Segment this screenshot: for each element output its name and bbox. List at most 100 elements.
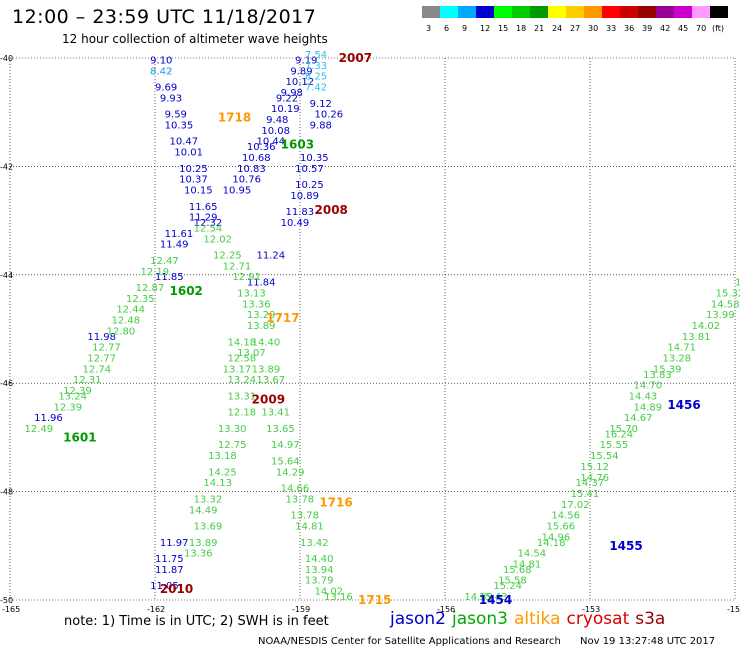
- swh-value: 13.69: [194, 522, 223, 533]
- colorbar-label: (ft): [712, 24, 724, 33]
- colorbar-swatch: [584, 6, 602, 18]
- colorbar-swatch: [548, 6, 566, 18]
- colorbar-swatch: [638, 6, 656, 18]
- swh-value: 11.24: [257, 251, 286, 262]
- swh-value: 11.49: [160, 240, 189, 251]
- swh-value: 10.49: [281, 218, 310, 229]
- satellite-legend-item: altika: [514, 609, 561, 629]
- swh-value: 13.28: [663, 354, 692, 365]
- swh-value: 12.91: [232, 272, 261, 283]
- time-label: 1454: [479, 593, 512, 607]
- swh-value: 14.40: [252, 337, 281, 348]
- swh-value: 13.99: [706, 310, 735, 321]
- satellite-legend-item: jason2: [390, 609, 446, 629]
- swh-value: 12.39: [54, 402, 83, 413]
- swh-value: 13.89: [252, 364, 281, 375]
- swh-value: 13.67: [257, 375, 286, 386]
- swh-value: 13.24: [228, 375, 257, 386]
- colorbar-swatch: [458, 6, 476, 18]
- swh-value: 15.43: [479, 592, 508, 603]
- swh-value: 13.31: [228, 391, 257, 402]
- swh-value: 9.10: [150, 55, 172, 66]
- time-label: 1718: [218, 111, 251, 125]
- y-tick-label: -44: [0, 271, 13, 280]
- swh-value: 12.49: [25, 424, 54, 435]
- x-tick-label: -165: [2, 605, 20, 614]
- swh-value: 10.08: [261, 126, 290, 137]
- swh-value: 9.19: [295, 55, 317, 66]
- credit-text: NOAA/NESDIS Center for Satellite Applica…: [258, 636, 561, 647]
- swh-value: 12.77: [92, 343, 121, 354]
- swh-value: 14.97: [271, 440, 300, 451]
- time-label: 1716: [319, 495, 352, 509]
- swh-value: 15.64: [271, 457, 300, 468]
- swh-value: 12.32: [194, 218, 223, 229]
- y-tick-label: -46: [0, 379, 13, 388]
- swh-value: 8.42: [150, 66, 172, 77]
- swh-value: 11.97: [160, 538, 189, 549]
- swh-value: 13.24: [58, 391, 87, 402]
- colorbar-label: 12: [480, 24, 490, 33]
- swh-value: 15.70: [609, 424, 638, 435]
- swh-value: 15: [735, 278, 740, 289]
- swh-value: 11.65: [189, 202, 218, 213]
- swh-value: 12.74: [83, 364, 112, 375]
- swh-value: 12.58: [228, 354, 257, 365]
- satellite-legend-item: cryosat: [566, 609, 630, 629]
- swh-value: 13.42: [300, 538, 329, 549]
- swh-value: 14.81: [295, 522, 324, 533]
- swh-value: 12.02: [203, 234, 232, 245]
- swh-value: 14.37: [576, 478, 605, 489]
- swh-value: 14.58: [711, 299, 740, 310]
- time-label: 2007: [339, 51, 372, 65]
- swh-value: 12.75: [218, 440, 247, 451]
- swh-value: 13.89: [189, 538, 218, 549]
- swh-value: 15.55: [600, 440, 629, 451]
- time-label: 2008: [315, 203, 348, 217]
- swh-value: 16.24: [605, 429, 634, 440]
- swh-value: 10.25: [295, 180, 324, 191]
- y-tick-label: -48: [0, 488, 13, 497]
- swh-value: 11.83: [286, 207, 315, 218]
- swh-value: 10.19: [271, 104, 300, 115]
- swh-value: 7.54: [305, 50, 327, 61]
- swh-value: 14.76: [580, 473, 609, 484]
- swh-value: 10.12: [286, 77, 315, 88]
- swh-value: 10.68: [242, 153, 271, 164]
- swh-value: 12.18: [228, 408, 257, 419]
- note-text: note: 1) Time is in UTC; 2) SWH is in fe…: [64, 614, 329, 629]
- swh-value: 14.02: [692, 321, 721, 332]
- swh-value: 10.01: [174, 148, 203, 159]
- swh-value: 13.65: [266, 424, 295, 435]
- swh-value: 11.87: [155, 565, 184, 576]
- swh-value: 14.67: [624, 413, 653, 424]
- swh-value: 13.79: [305, 576, 334, 587]
- swh-value: 13.36: [242, 299, 271, 310]
- colorbar-swatch: [692, 6, 710, 18]
- x-tick-label: -162: [147, 605, 165, 614]
- swh-value: 15.24: [493, 581, 522, 592]
- swh-value: 10.37: [179, 175, 208, 186]
- swh-value: 11.05: [150, 581, 179, 592]
- swh-value: 11.75: [155, 554, 184, 565]
- swh-value: 12.47: [150, 256, 179, 267]
- colorbar-label: 39: [642, 24, 652, 33]
- colorbar-label: 24: [552, 24, 562, 33]
- swh-value: 14.81: [513, 559, 542, 570]
- swh-value: 10.95: [223, 186, 252, 197]
- colorbar-swatch: [530, 6, 548, 18]
- colorbar-label: 27: [570, 24, 580, 33]
- colorbar-label: 45: [678, 24, 688, 33]
- swh-value: 14.70: [634, 381, 663, 392]
- swh-value: 14.56: [551, 511, 580, 522]
- colorbar-label: 36: [624, 24, 634, 33]
- colorbar-swatch: [440, 6, 458, 18]
- swh-value: 15.54: [590, 451, 619, 462]
- swh-value: 13.83: [643, 370, 672, 381]
- swh-value: 14.40: [305, 554, 334, 565]
- swh-value: 14.02: [315, 587, 344, 598]
- swh-value: 11.96: [34, 413, 63, 424]
- longitude-ticks: -165 -162 -159 -156 -153 -150: [2, 605, 740, 614]
- wave-height-values: 9.108.429.699.939.5910.3510.4710.0110.25…: [25, 50, 740, 603]
- colorbar-swatch: [620, 6, 638, 18]
